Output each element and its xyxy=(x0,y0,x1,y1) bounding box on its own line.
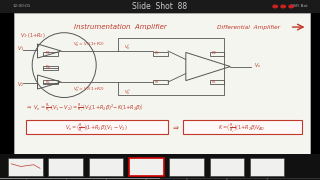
Text: $R_g$: $R_g$ xyxy=(44,63,51,72)
Circle shape xyxy=(273,5,277,8)
Text: $R_f$: $R_f$ xyxy=(154,49,160,57)
Text: 12:00:01: 12:00:01 xyxy=(13,4,31,8)
Bar xyxy=(0,154,320,180)
Bar xyxy=(14,13,310,154)
Circle shape xyxy=(281,5,285,8)
Bar xyxy=(153,80,168,84)
Bar xyxy=(26,120,168,134)
Text: $R_1$: $R_1$ xyxy=(211,78,217,86)
Text: $\Rightarrow$: $\Rightarrow$ xyxy=(171,124,180,130)
Bar xyxy=(153,52,168,56)
Bar xyxy=(169,158,204,176)
Text: $V_o''=V_2(1{+}R_2)$: $V_o''=V_2(1{+}R_2)$ xyxy=(73,85,105,93)
Text: $V_o'=V_1(1{+}R_2)$: $V_o'=V_1(1{+}R_2)$ xyxy=(73,40,105,48)
Text: $R_1$: $R_1$ xyxy=(44,78,51,86)
Bar xyxy=(48,158,83,176)
Bar xyxy=(210,158,244,176)
Text: $R_1$: $R_1$ xyxy=(44,49,51,57)
Text: $V_o=\!\left(\frac{R_2}{R_1}\right)\!\left(1{+}R_2\beta\right)\!(V_1-V_2)$: $V_o=\!\left(\frac{R_2}{R_1}\right)\!\le… xyxy=(66,121,128,134)
Bar xyxy=(0,178,160,179)
Bar xyxy=(250,158,284,176)
Text: 6: 6 xyxy=(226,178,228,180)
Text: $V_o''$: $V_o''$ xyxy=(124,88,131,96)
Bar xyxy=(8,158,43,176)
Bar xyxy=(129,158,164,176)
Bar xyxy=(210,52,224,56)
Bar xyxy=(0,178,320,179)
Text: $V_1\!\cdot\!(1{+}R_2)$: $V_1\!\cdot\!(1{+}R_2)$ xyxy=(20,31,45,40)
Bar xyxy=(183,120,301,134)
Text: $R_2$: $R_2$ xyxy=(211,49,217,57)
Bar xyxy=(0,0,320,13)
Text: 5: 5 xyxy=(185,178,188,180)
Text: $\Rightarrow\;V_o=\frac{R_2}{R_1}(V_1-V_2)=\frac{R_2}{R_1}\left[V_1(1{+}R_2\beta: $\Rightarrow\;V_o=\frac{R_2}{R_1}(V_1-V_… xyxy=(26,101,143,114)
Text: $V_2$: $V_2$ xyxy=(17,80,24,89)
Bar xyxy=(89,158,123,176)
Text: 4: 4 xyxy=(145,178,148,180)
Text: Instrumentation  Amplifier: Instrumentation Amplifier xyxy=(74,24,167,30)
Text: $R_f$: $R_f$ xyxy=(154,78,160,86)
Text: 2: 2 xyxy=(64,178,67,180)
Bar xyxy=(44,52,58,56)
Bar xyxy=(44,66,58,70)
Text: $K=\!\left(\frac{R_2}{R_1}\right)\!\left(1{+}R_2\beta\right)\!V_{AD}$: $K=\!\left(\frac{R_2}{R_1}\right)\!\left… xyxy=(219,121,266,134)
Text: 3: 3 xyxy=(105,178,107,180)
Bar xyxy=(210,80,224,84)
Text: WiFi Bat: WiFi Bat xyxy=(291,4,307,8)
Text: Differential  Amplifier: Differential Amplifier xyxy=(217,24,280,30)
Text: Slide  Shot  88: Slide Shot 88 xyxy=(132,2,188,11)
Text: 7: 7 xyxy=(266,178,268,180)
Circle shape xyxy=(289,5,293,8)
Text: $V_1$: $V_1$ xyxy=(17,44,24,53)
Text: $V_o$: $V_o$ xyxy=(254,61,261,69)
Bar xyxy=(44,80,58,84)
Text: $V_o'$: $V_o'$ xyxy=(124,43,130,51)
Text: 1: 1 xyxy=(24,178,27,180)
